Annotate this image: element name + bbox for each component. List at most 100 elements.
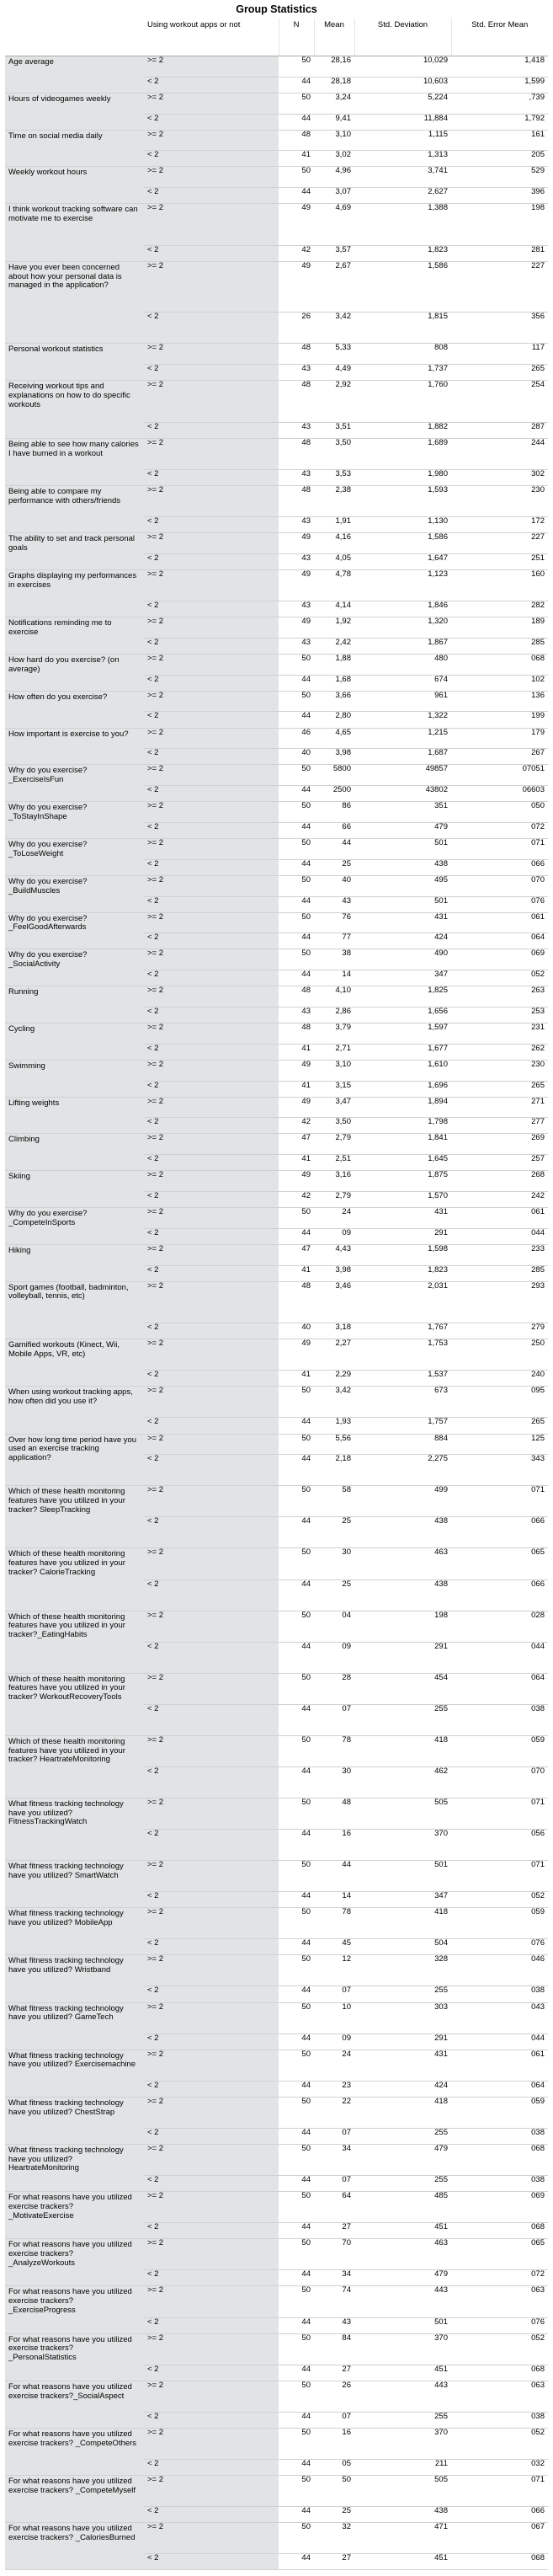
- table-row: I think workout tracking software can mo…: [5, 203, 548, 262]
- table-row: For what reasons have you utilized exerc…: [5, 2191, 548, 2240]
- mean-cell: 25: [314, 859, 354, 876]
- se-cell: 044: [451, 1642, 548, 1674]
- mean-cell: 3,10: [314, 130, 354, 152]
- n-cell: 44: [279, 675, 314, 692]
- group-label: >= 2: [144, 1281, 279, 1324]
- mean-cell: 50: [314, 2475, 354, 2508]
- group-label: >= 2: [144, 2191, 279, 2224]
- variable-label: What fitness tracking technology have yo…: [5, 1907, 144, 1956]
- mean-cell: 26: [314, 2381, 354, 2413]
- group-label: >= 2: [144, 343, 279, 366]
- mean-cell: 43: [314, 2317, 354, 2334]
- se-cell: 050: [451, 801, 548, 823]
- sd-cell: 1,598: [354, 1244, 451, 1266]
- n-cell: 44: [279, 2317, 314, 2334]
- mean-cell: 4,10: [314, 986, 354, 1007]
- n-cell: 41: [279, 1265, 314, 1282]
- se-cell: 343: [451, 1454, 548, 1487]
- group-label: >= 2: [144, 1735, 279, 1767]
- group-label: >= 2: [144, 1097, 279, 1119]
- n-cell: 48: [279, 1023, 314, 1045]
- group-label: >= 2: [144, 1907, 279, 1940]
- variable-label: Graphs displaying my performances in exe…: [5, 569, 144, 618]
- table-body: Age average >= 2 50 28,16 10,029 1,418 < 2 44 28…: [5, 56, 548, 2571]
- group-label: >= 2: [144, 1485, 279, 1518]
- group-label: < 2: [144, 2128, 279, 2146]
- variable-label: Why do you exercise? _SocialActivity: [5, 949, 144, 987]
- sd-cell: 198: [354, 1611, 451, 1643]
- table-row: < 2 44 2,80 1,322 199: [5, 711, 548, 729]
- table-row: < 2 41 3,15 1,696 265: [5, 1081, 548, 1098]
- table-row: For what reasons have you utilized exerc…: [5, 2522, 548, 2571]
- se-cell: 065: [451, 1547, 548, 1580]
- se-cell: 06603: [451, 785, 548, 803]
- mean-cell: 3,51: [314, 422, 354, 439]
- sd-cell: 1,593: [354, 485, 451, 518]
- sd-cell: 2,031: [354, 1281, 451, 1324]
- sd-cell: 1,677: [354, 1044, 451, 1061]
- n-cell: 50: [279, 93, 314, 115]
- table-row: Personal workout statistics >= 2 48 5,33 808…: [5, 343, 548, 382]
- group-label: < 2: [144, 364, 279, 382]
- variable-label: Why do you exercise? _ExerciseIsFun: [5, 764, 144, 803]
- mean-cell: 04: [314, 1611, 354, 1643]
- table-row: < 2 44 25 438 066: [5, 859, 548, 876]
- group-label: >= 2: [144, 56, 279, 77]
- table-row: < 2 44 07 255 038: [5, 1704, 548, 1736]
- group-label: < 2: [144, 748, 279, 766]
- group-label: < 2: [144, 2269, 279, 2287]
- table-row: Being able to compare my performance wit…: [5, 485, 548, 534]
- group-label: >= 2: [144, 569, 279, 602]
- se-cell: 160: [451, 569, 548, 602]
- sd-cell: 424: [354, 933, 451, 950]
- se-cell: 052: [451, 2428, 548, 2461]
- sd-cell: 370: [354, 1829, 451, 1862]
- group-label: < 2: [144, 1579, 279, 1611]
- se-cell: 068: [451, 654, 548, 676]
- group-label: >= 2: [144, 485, 279, 518]
- header-row: Using workout apps or not N Mean Std. De…: [5, 19, 548, 56]
- table-title: Group Statistics: [236, 3, 317, 15]
- table-row: < 2 43 4,14 1,846 282: [5, 601, 548, 618]
- variable-label: Being able to compare my performance wit…: [5, 485, 144, 534]
- group-label: >= 2: [144, 2097, 279, 2129]
- group-label: >= 2: [144, 838, 279, 860]
- sd-cell: 479: [354, 822, 451, 839]
- n-cell: 50: [279, 2002, 314, 2034]
- mean-cell: 86: [314, 801, 354, 823]
- group-label: < 2: [144, 1985, 279, 2003]
- variable-label: Why do you exercise? _FeelGoodAfterwards: [5, 912, 144, 950]
- sd-cell: 443: [354, 2381, 451, 2413]
- se-cell: 064: [451, 933, 548, 950]
- table-row: What fitness tracking technology have yo…: [5, 1907, 548, 1956]
- n-cell: 50: [279, 1798, 314, 1830]
- se-column-header: Std. Error Mean: [450, 19, 548, 56]
- variable-label: For what reasons have you utilized exerc…: [5, 2428, 144, 2477]
- se-cell: 396: [451, 187, 548, 205]
- table-row: < 2 41 2,71 1,677 262: [5, 1044, 548, 1061]
- se-cell: 07051: [451, 764, 548, 787]
- sd-cell: 1,313: [354, 150, 451, 168]
- group-label: < 2: [144, 245, 279, 262]
- sd-cell: 1,815: [354, 312, 451, 345]
- sd-cell: 451: [354, 2553, 451, 2571]
- group-label: >= 2: [144, 261, 279, 313]
- n-cell: 50: [279, 1434, 314, 1456]
- table-row: What fitness tracking technology have yo…: [5, 2144, 548, 2193]
- sd-cell: 438: [354, 2506, 451, 2524]
- table-row: What fitness tracking technology have yo…: [5, 2097, 548, 2146]
- group-label: < 2: [144, 1891, 279, 1909]
- table-row: < 2 42 3,50 1,798 277: [5, 1117, 548, 1135]
- variable-label: Why do you exercise? _ToLoseWeight: [5, 838, 144, 876]
- n-cell: 44: [279, 1579, 314, 1611]
- sd-cell: 1,825: [354, 986, 451, 1007]
- table-row: How often do you exercise? >= 2 50 3,66 961 1…: [5, 691, 548, 729]
- se-cell: 070: [451, 875, 548, 897]
- se-cell: 056: [451, 1829, 548, 1862]
- sd-cell: 438: [354, 859, 451, 876]
- table-row: < 2 44 25 438 066: [5, 1516, 548, 1549]
- se-cell: 064: [451, 1673, 548, 1705]
- se-cell: 265: [451, 364, 548, 382]
- n-cell: 44: [279, 1642, 314, 1674]
- mean-cell: 3,79: [314, 1023, 354, 1045]
